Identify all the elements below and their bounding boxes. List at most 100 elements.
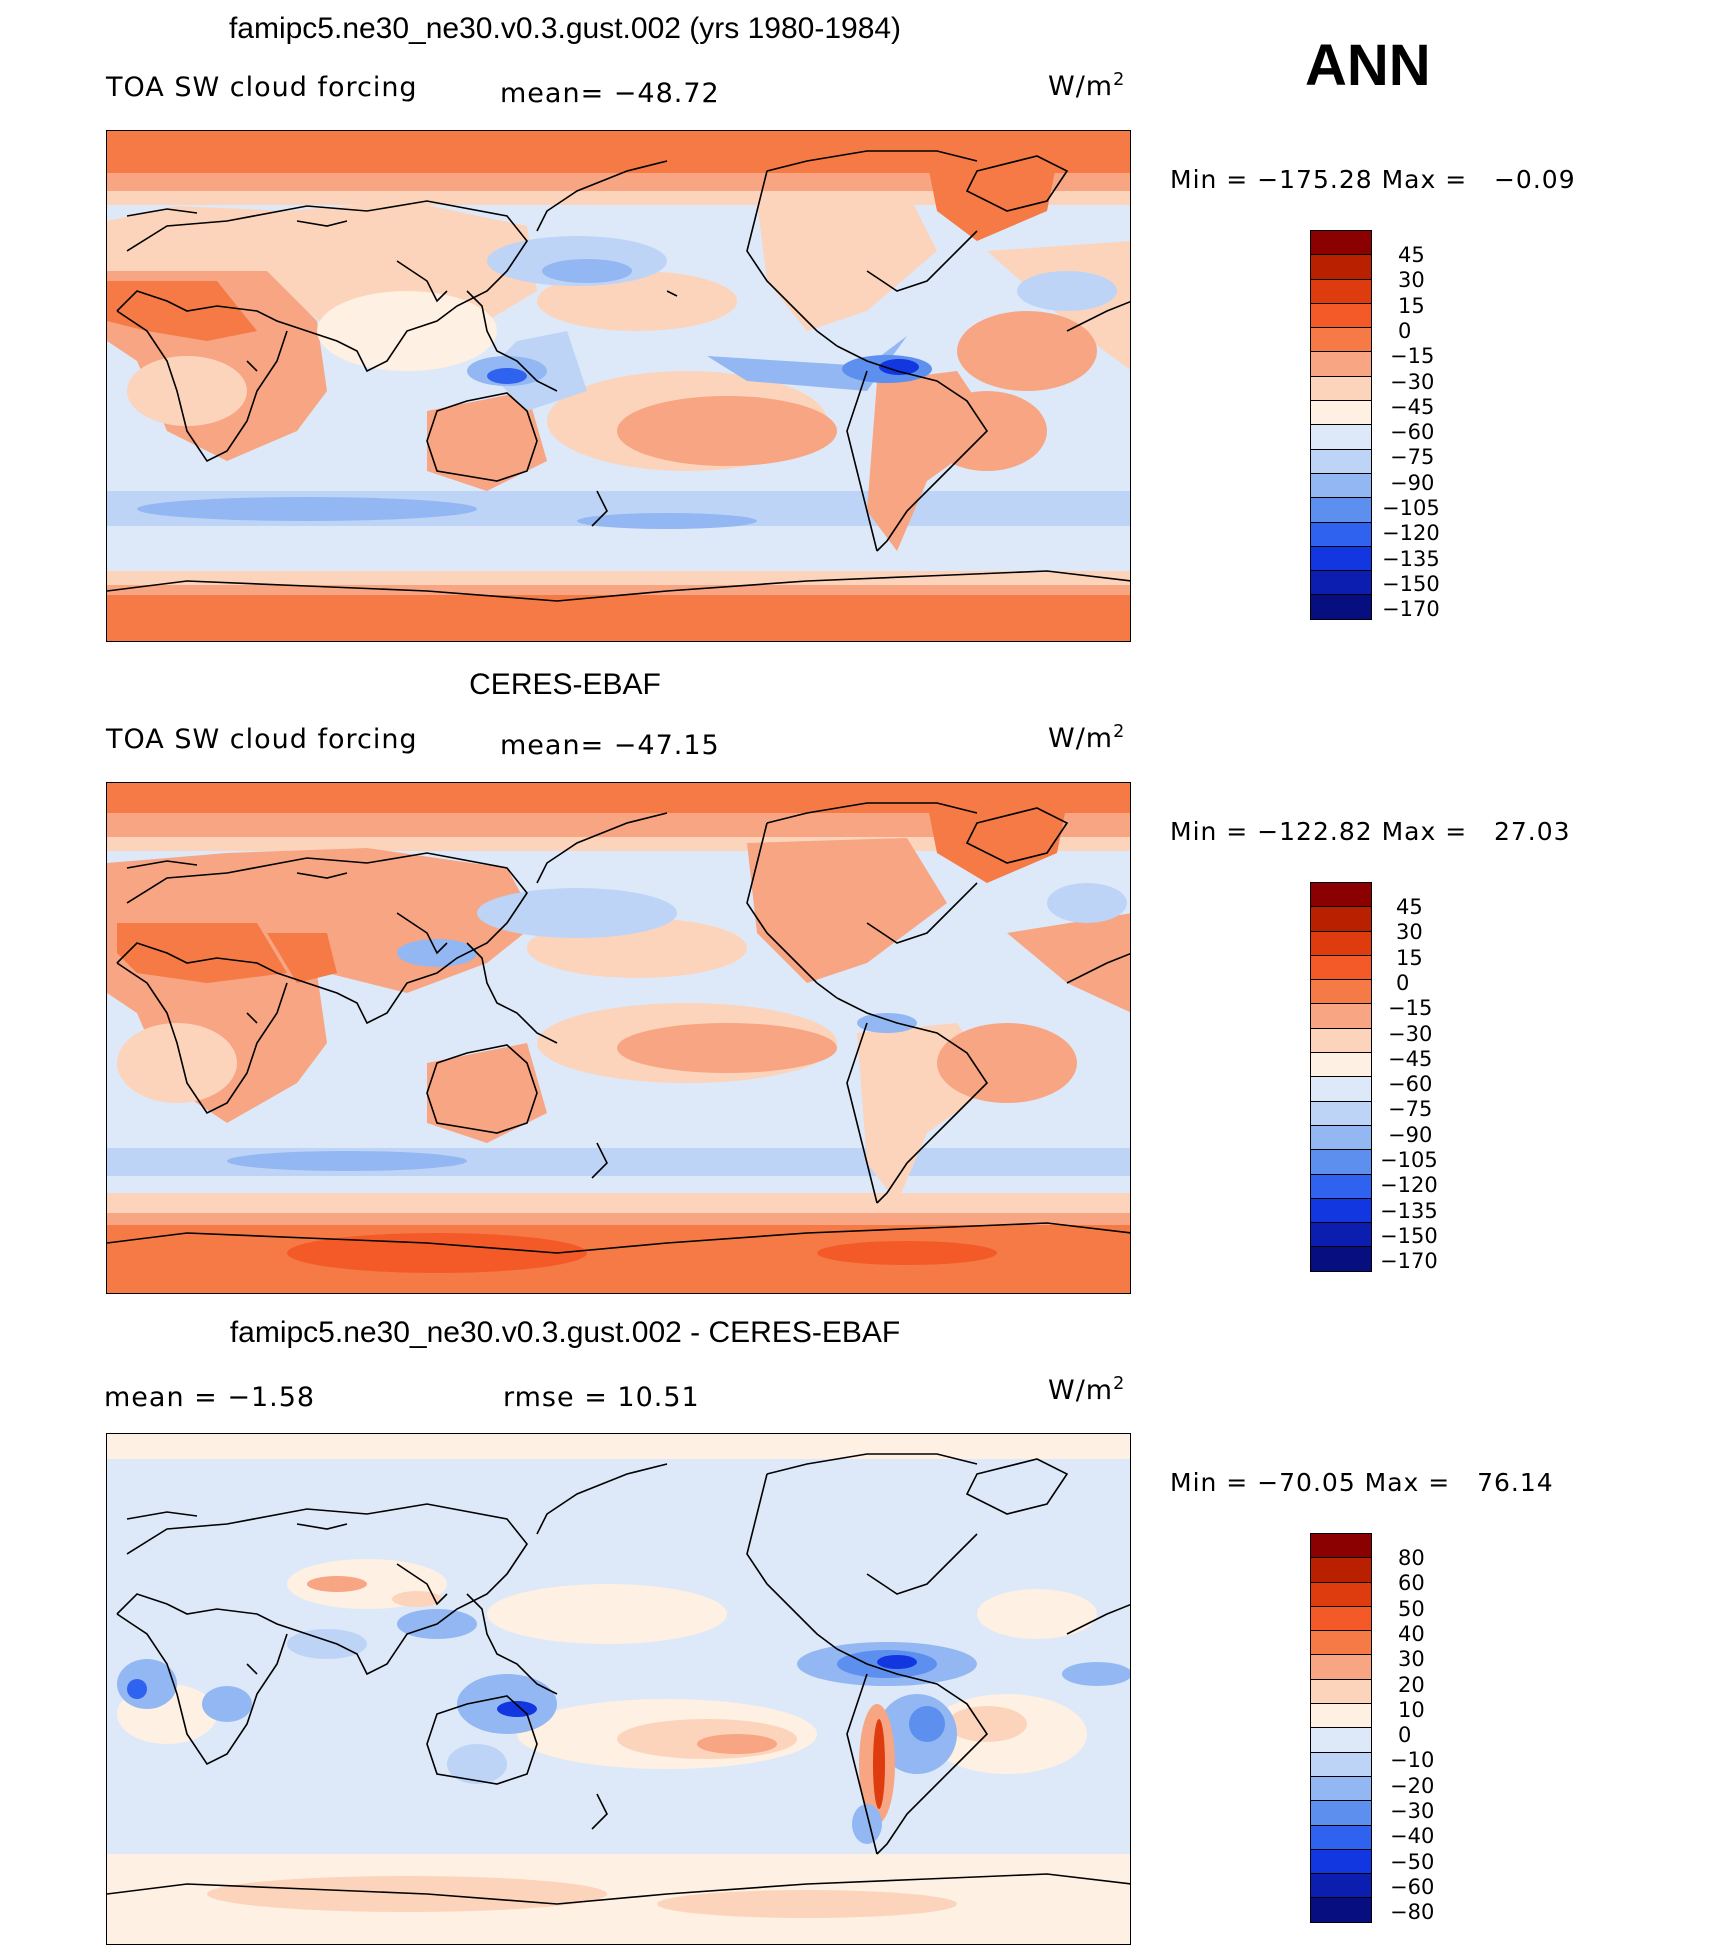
colorbar-tick-label: −80 bbox=[1390, 1900, 1435, 1925]
colorbar-swatch bbox=[1310, 472, 1372, 499]
colorbar-swatch bbox=[1310, 1027, 1372, 1054]
colorbar-tick-label: −120 bbox=[1380, 1173, 1438, 1198]
colorbar-swatch bbox=[1310, 1222, 1372, 1248]
colorbar-swatch bbox=[1310, 1775, 1372, 1802]
colorbar-swatch bbox=[1310, 1052, 1372, 1078]
colorbar-swatch bbox=[1310, 327, 1372, 353]
colorbar-swatch bbox=[1310, 1533, 1372, 1559]
colorbar-swatch bbox=[1310, 1605, 1372, 1632]
panel-1-minmax: Min = −175.28 Max = −0.09 bbox=[1170, 165, 1576, 194]
colorbar-swatch bbox=[1310, 1197, 1372, 1224]
colorbar-tick-label: 0 bbox=[1396, 970, 1410, 995]
colorbar-swatch bbox=[1310, 1703, 1372, 1729]
panel-3-colorbar bbox=[1310, 1533, 1372, 1923]
panel-2-variable-label: TOA SW cloud forcing bbox=[106, 724, 418, 755]
panel-2-mean-label: mean= −47.15 bbox=[500, 730, 720, 761]
colorbar-tick-label: −20 bbox=[1390, 1773, 1435, 1798]
colorbar-tick-label: −170 bbox=[1380, 1249, 1438, 1274]
panel-1-map-svg bbox=[107, 131, 1130, 641]
colorbar-tick-label: −135 bbox=[1380, 1198, 1438, 1223]
colorbar-tick-label: 15 bbox=[1396, 945, 1423, 970]
colorbar-swatch bbox=[1310, 375, 1372, 402]
panel-1-variable-label: TOA SW cloud forcing bbox=[106, 72, 418, 103]
colorbar-swatch bbox=[1310, 254, 1372, 280]
colorbar-swatch bbox=[1310, 1678, 1372, 1705]
colorbar-tick-label: −30 bbox=[1390, 369, 1435, 394]
colorbar-tick-label: 40 bbox=[1398, 1621, 1425, 1646]
colorbar-swatch bbox=[1310, 1897, 1372, 1923]
colorbar-tick-label: 0 bbox=[1398, 1723, 1412, 1748]
colorbar-tick-label: 30 bbox=[1398, 268, 1425, 293]
colorbar-tick-label: −60 bbox=[1390, 1874, 1435, 1899]
colorbar-swatch bbox=[1310, 594, 1372, 620]
panel-3-rmse-label: rmse = 10.51 bbox=[503, 1382, 700, 1413]
colorbar-swatch bbox=[1310, 424, 1372, 450]
colorbar-tick-label: 30 bbox=[1398, 1647, 1425, 1672]
colorbar-swatch bbox=[1310, 1727, 1372, 1753]
colorbar-tick-label: −75 bbox=[1390, 445, 1435, 470]
colorbar-swatch bbox=[1310, 930, 1372, 956]
colorbar-tick-label: −75 bbox=[1388, 1097, 1433, 1122]
colorbar-swatch bbox=[1310, 1076, 1372, 1102]
panel-1-colorbar bbox=[1310, 230, 1372, 620]
colorbar-tick-label: 10 bbox=[1398, 1697, 1425, 1722]
panel-1-title: famipc5.ne30_ne30.v0.3.gust.002 (yrs 198… bbox=[228, 12, 902, 45]
colorbar-swatch bbox=[1310, 882, 1372, 908]
colorbar-tick-label: −45 bbox=[1390, 394, 1435, 419]
colorbar-swatch bbox=[1310, 351, 1372, 377]
colorbar-swatch bbox=[1310, 545, 1372, 572]
colorbar-tick-label: −30 bbox=[1388, 1021, 1433, 1046]
colorbar-swatch bbox=[1310, 1003, 1372, 1029]
colorbar-tick-label: −170 bbox=[1382, 597, 1440, 622]
colorbar-swatch bbox=[1310, 1246, 1372, 1272]
colorbar-swatch bbox=[1310, 570, 1372, 596]
colorbar-swatch bbox=[1310, 230, 1372, 256]
colorbar-swatch bbox=[1310, 1630, 1372, 1656]
colorbar-tick-label: 50 bbox=[1398, 1596, 1425, 1621]
colorbar-swatch bbox=[1310, 954, 1372, 981]
colorbar-tick-label: 15 bbox=[1398, 293, 1425, 318]
colorbar-tick-label: −90 bbox=[1388, 1122, 1433, 1147]
panel-2-title: CERES-EBAF bbox=[469, 668, 661, 701]
colorbar-tick-label: −150 bbox=[1382, 571, 1440, 596]
colorbar-tick-label: −60 bbox=[1390, 420, 1435, 445]
colorbar-swatch bbox=[1310, 1124, 1372, 1151]
colorbar-tick-label: 0 bbox=[1398, 318, 1412, 343]
colorbar-swatch bbox=[1310, 1654, 1372, 1680]
panel-2-minmax: Min = −122.82 Max = 27.03 bbox=[1170, 817, 1571, 846]
colorbar-tick-label: −135 bbox=[1382, 546, 1440, 571]
colorbar-tick-label: −105 bbox=[1382, 496, 1440, 520]
colorbar-tick-label: −105 bbox=[1380, 1148, 1438, 1172]
colorbar-tick-label: −90 bbox=[1390, 470, 1435, 495]
colorbar-swatch bbox=[1310, 1100, 1372, 1126]
colorbar-tick-label: 30 bbox=[1396, 920, 1423, 945]
colorbar-tick-label: −15 bbox=[1388, 996, 1433, 1021]
colorbar-swatch bbox=[1310, 497, 1372, 523]
colorbar-tick-label: 20 bbox=[1398, 1672, 1425, 1697]
panel-2-map bbox=[106, 782, 1131, 1294]
panel-3-title: famipc5.ne30_ne30.v0.3.gust.002 - CERES-… bbox=[229, 1316, 901, 1349]
colorbar-swatch bbox=[1310, 1751, 1372, 1777]
panel-3-minmax: Min = −70.05 Max = 76.14 bbox=[1170, 1468, 1554, 1497]
panel-2-colorbar bbox=[1310, 882, 1372, 1272]
colorbar-tick-label: −30 bbox=[1390, 1799, 1435, 1823]
colorbar-swatch bbox=[1310, 1873, 1372, 1899]
panel-1-map bbox=[106, 130, 1131, 642]
colorbar-tick-label: −120 bbox=[1382, 521, 1440, 546]
colorbar-tick-label: 60 bbox=[1398, 1571, 1425, 1596]
panel-2-map-svg bbox=[107, 783, 1130, 1293]
panel-1-mean-label: mean= −48.72 bbox=[500, 78, 720, 109]
panel-3-units: W/m2 bbox=[1048, 1374, 1126, 1406]
colorbar-tick-label: −50 bbox=[1390, 1849, 1435, 1874]
colorbar-tick-label: −60 bbox=[1388, 1072, 1433, 1097]
colorbar-swatch bbox=[1310, 1149, 1372, 1175]
colorbar-swatch bbox=[1310, 302, 1372, 329]
colorbar-swatch bbox=[1310, 1800, 1372, 1826]
panel-1-units: W/m2 bbox=[1048, 70, 1126, 102]
colorbar-swatch bbox=[1310, 400, 1372, 426]
season-label: ANN bbox=[1305, 33, 1431, 98]
colorbar-tick-label: −45 bbox=[1388, 1046, 1433, 1071]
colorbar-swatch bbox=[1310, 448, 1372, 474]
colorbar-swatch bbox=[1310, 1848, 1372, 1875]
colorbar-tick-label: 45 bbox=[1398, 243, 1425, 267]
